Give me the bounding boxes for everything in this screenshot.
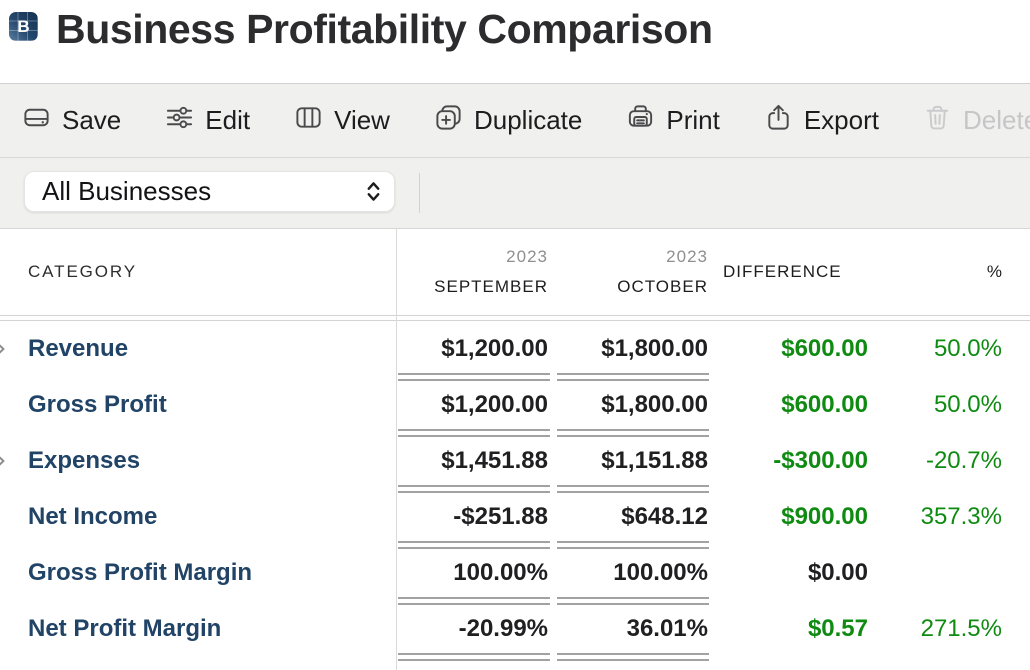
expand-chevron-icon[interactable] xyxy=(0,341,5,357)
row-category-label: Gross Profit xyxy=(28,391,167,418)
column-header-category: CATEGORY xyxy=(28,262,138,281)
column-header-month: OCTOBER xyxy=(617,277,708,296)
column-header-difference: DIFFERENCE xyxy=(723,262,842,281)
business-filter-select[interactable]: All Businesses xyxy=(24,171,395,212)
trash-icon xyxy=(923,103,952,139)
table-row: Revenue $1,200.00 $1,800.00 $600.00 50.0… xyxy=(0,321,1030,381)
double-underline xyxy=(557,541,709,549)
percent-value: -20.7% xyxy=(925,447,1002,474)
september-value: $1,451.88 xyxy=(441,447,548,474)
double-underline xyxy=(557,373,709,381)
column-header-september: 2023 SEPTEMBER xyxy=(434,242,548,302)
toolbar-button-label: View xyxy=(334,105,390,135)
difference-value: -$300.00 xyxy=(773,447,868,474)
difference-value: $900.00 xyxy=(781,503,868,530)
edit-button[interactable]: Edit xyxy=(165,103,250,139)
difference-value: $0.57 xyxy=(807,615,868,642)
toolbar-button-label: Save xyxy=(62,105,122,135)
october-value: $1,800.00 xyxy=(601,335,708,362)
toolbar: Save Edit View xyxy=(0,83,1030,158)
september-value: -$251.88 xyxy=(453,503,548,530)
column-header-year: 2023 xyxy=(666,247,708,266)
row-category-label[interactable]: Expenses xyxy=(28,447,141,474)
table-header: CATEGORY 2023 SEPTEMBER 2023 OCTOBER DIF… xyxy=(0,229,1030,315)
toolbar-button-label: Export xyxy=(803,105,879,135)
double-underline xyxy=(398,485,550,493)
october-value: 100.00% xyxy=(613,559,708,586)
column-header-percent: % xyxy=(986,262,1002,281)
duplicate-icon xyxy=(434,103,463,139)
october-value: $648.12 xyxy=(621,503,708,530)
double-underline xyxy=(398,373,550,381)
toolbar-button-label: Delete xyxy=(963,105,1030,135)
columns-icon xyxy=(294,103,323,139)
page-title: Business Profitability Comparison xyxy=(56,6,713,52)
row-category-label: Net Income xyxy=(28,503,158,530)
filter-bar: All Businesses xyxy=(0,158,1030,229)
october-value: $1,800.00 xyxy=(601,391,708,418)
double-underline xyxy=(398,429,550,437)
column-header-month: SEPTEMBER xyxy=(434,277,548,296)
column-header-year: 2023 xyxy=(506,247,548,266)
double-underline xyxy=(557,653,709,661)
difference-value: $600.00 xyxy=(781,391,868,418)
double-underline xyxy=(557,485,709,493)
double-underline xyxy=(557,429,709,437)
table-row: Expenses $1,451.88 $1,151.88 -$300.00 -2… xyxy=(0,433,1030,493)
column-header-october: 2023 OCTOBER xyxy=(617,242,708,302)
title-bar: B Business Profitability Comparison xyxy=(0,0,1030,83)
view-button[interactable]: View xyxy=(294,103,390,139)
printer-icon xyxy=(626,103,655,139)
print-button[interactable]: Print xyxy=(626,103,720,139)
table-row: Gross Profit $1,200.00 $1,800.00 $600.00… xyxy=(0,377,1030,437)
september-value: -20.99% xyxy=(458,615,548,642)
app-icon-letter: B xyxy=(17,17,30,36)
percent-value: 357.3% xyxy=(920,503,1002,530)
toolbar-button-label: Print xyxy=(666,105,720,135)
table-body: Revenue $1,200.00 $1,800.00 $600.00 50.0… xyxy=(0,321,1030,661)
table-row: Net Profit Margin -20.99% 36.01% $0.57 2… xyxy=(0,601,1030,661)
comparison-table: CATEGORY 2023 SEPTEMBER 2023 OCTOBER DIF… xyxy=(0,229,1030,670)
save-button[interactable]: Save xyxy=(22,103,121,139)
divider xyxy=(419,173,420,213)
header-double-rule xyxy=(0,315,1030,321)
share-icon xyxy=(764,103,793,139)
table-row: Gross Profit Margin 100.00% 100.00% $0.0… xyxy=(0,545,1030,605)
percent-value: 50.0% xyxy=(933,335,1002,362)
double-underline xyxy=(398,653,550,661)
percent-value: 271.5% xyxy=(920,615,1002,642)
september-value: 100.00% xyxy=(453,559,548,586)
sliders-icon xyxy=(165,103,194,139)
toolbar-button-label: Edit xyxy=(205,105,251,135)
row-category-label: Gross Profit Margin xyxy=(28,559,253,586)
double-underline xyxy=(398,597,550,605)
double-underline xyxy=(398,541,550,549)
app-icon: B xyxy=(9,12,38,41)
save-icon xyxy=(22,103,51,139)
table-row: Net Income -$251.88 $648.12 $900.00 357.… xyxy=(0,489,1030,549)
october-value: $1,151.88 xyxy=(601,447,708,474)
duplicate-button[interactable]: Duplicate xyxy=(434,103,582,139)
column-divider xyxy=(396,229,397,670)
double-underline xyxy=(557,597,709,605)
difference-value: $0.00 xyxy=(807,559,868,586)
toolbar-button-label: Duplicate xyxy=(473,105,583,135)
row-category-label: Net Profit Margin xyxy=(28,615,222,642)
expand-chevron-icon[interactable] xyxy=(0,453,5,469)
difference-value: $600.00 xyxy=(781,335,868,362)
october-value: 36.01% xyxy=(626,615,708,642)
delete-button[interactable]: Delete xyxy=(923,103,1030,139)
row-category-label[interactable]: Revenue xyxy=(28,335,129,362)
percent-value: 50.0% xyxy=(933,391,1002,418)
export-button[interactable]: Export xyxy=(764,103,879,139)
chevron-up-down-icon xyxy=(365,180,382,203)
september-value: $1,200.00 xyxy=(441,335,548,362)
september-value: $1,200.00 xyxy=(441,391,548,418)
business-filter-value: All Businesses xyxy=(42,176,212,206)
